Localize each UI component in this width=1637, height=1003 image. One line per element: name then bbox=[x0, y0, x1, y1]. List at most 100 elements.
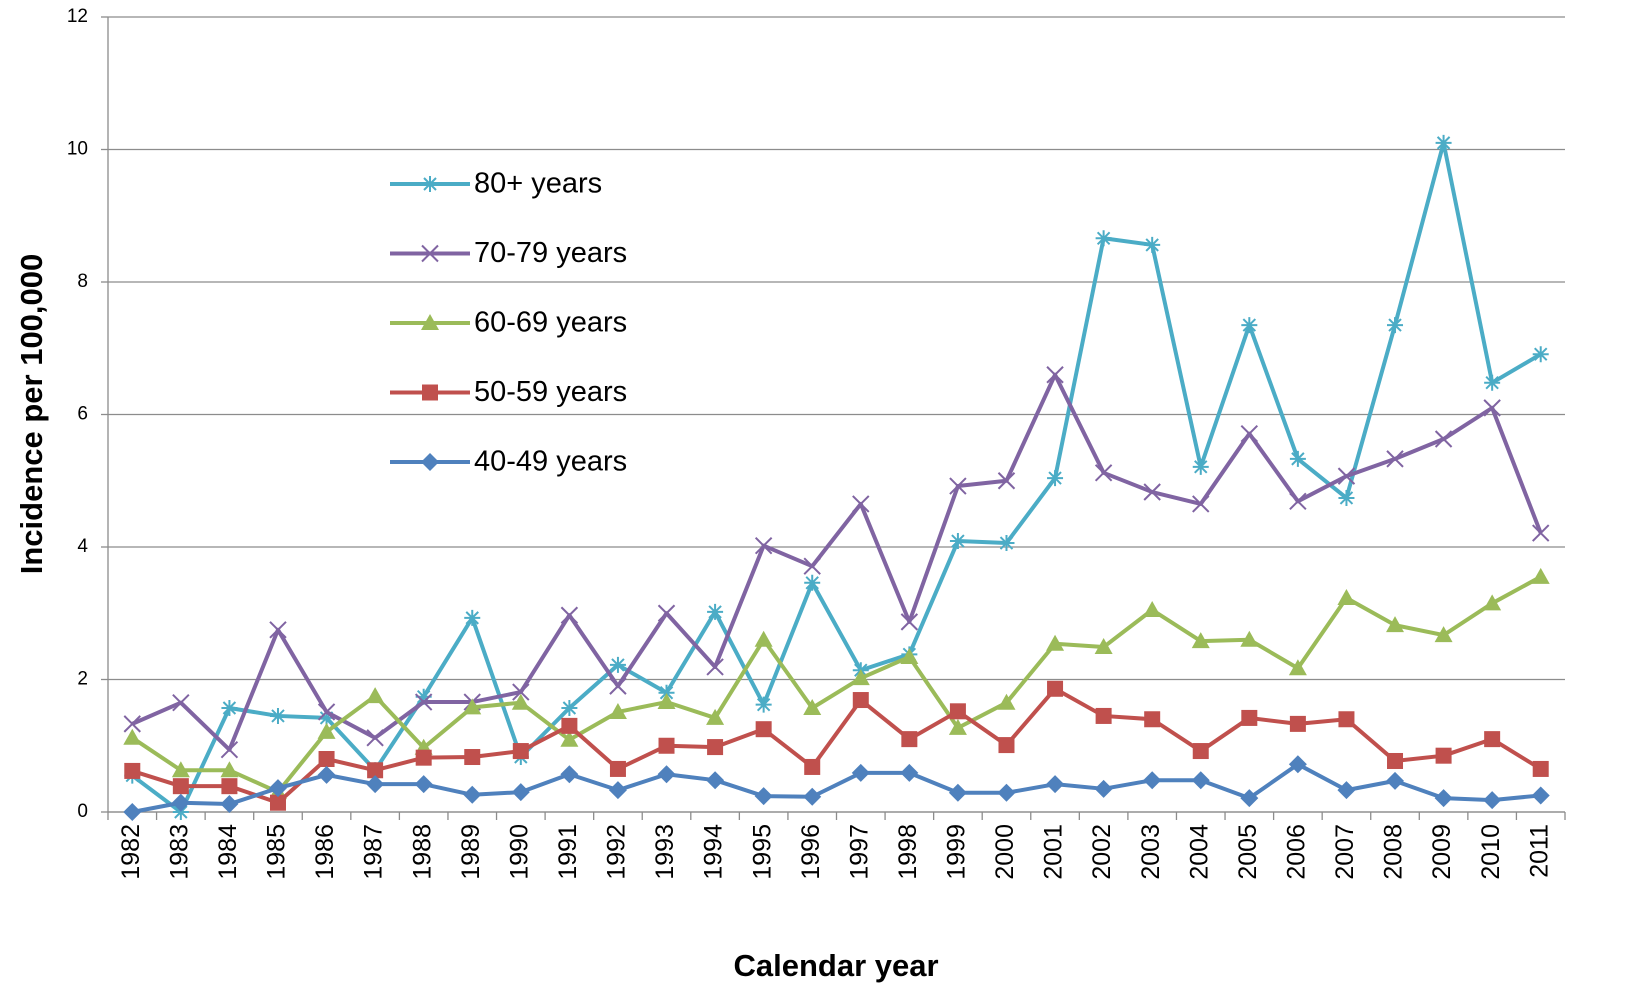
marker bbox=[608, 781, 627, 800]
marker bbox=[464, 609, 481, 626]
marker bbox=[268, 779, 287, 798]
marker bbox=[414, 775, 433, 794]
marker bbox=[123, 803, 142, 821]
series-line bbox=[131, 575, 1542, 795]
marker bbox=[269, 707, 286, 724]
marker bbox=[1435, 747, 1452, 764]
x-tick-label: 1989 bbox=[457, 824, 485, 880]
x-tick-label: 2004 bbox=[1185, 824, 1213, 880]
marker bbox=[318, 751, 335, 767]
x-tick-label: 2007 bbox=[1331, 824, 1359, 880]
marker bbox=[1484, 374, 1501, 391]
marker bbox=[1531, 567, 1550, 584]
marker bbox=[414, 693, 433, 711]
x-tick-label: 1997 bbox=[845, 824, 873, 880]
marker bbox=[657, 765, 676, 784]
marker bbox=[366, 687, 385, 704]
marker bbox=[1337, 781, 1356, 800]
marker bbox=[803, 557, 821, 575]
x-tick-label: 2003 bbox=[1137, 824, 1165, 880]
marker bbox=[1338, 489, 1355, 506]
series-line bbox=[131, 686, 1542, 805]
marker bbox=[1144, 711, 1161, 728]
marker bbox=[366, 729, 384, 747]
marker bbox=[1191, 632, 1210, 649]
marker bbox=[609, 760, 626, 777]
marker bbox=[415, 749, 432, 766]
marker bbox=[317, 703, 336, 721]
marker bbox=[463, 785, 482, 804]
marker bbox=[1192, 495, 1210, 513]
y-tick-label: 12 bbox=[67, 6, 88, 27]
marker bbox=[707, 603, 724, 620]
marker bbox=[754, 536, 773, 555]
marker bbox=[317, 765, 336, 784]
x-tick-label: 2006 bbox=[1282, 824, 1310, 880]
legend-label: 80+ years bbox=[474, 168, 602, 200]
y-tick-label: 10 bbox=[67, 139, 88, 160]
marker bbox=[220, 741, 239, 759]
y-tick-label: 4 bbox=[77, 536, 88, 557]
marker bbox=[658, 737, 675, 754]
marker bbox=[561, 717, 578, 734]
marker bbox=[1386, 616, 1405, 633]
marker bbox=[1434, 789, 1453, 808]
x-tick-label: 1983 bbox=[165, 824, 193, 880]
marker bbox=[1144, 236, 1161, 253]
marker bbox=[998, 535, 1015, 552]
legend-marker bbox=[421, 453, 439, 471]
x-tick-label: 1987 bbox=[360, 824, 388, 880]
marker bbox=[949, 533, 966, 550]
marker bbox=[900, 613, 919, 631]
x-tick-label: 1990 bbox=[505, 824, 533, 880]
marker bbox=[657, 604, 676, 622]
marker bbox=[608, 702, 627, 719]
marker bbox=[949, 703, 966, 720]
marker bbox=[1240, 425, 1259, 443]
x-tick-label: 2001 bbox=[1040, 824, 1068, 880]
marker bbox=[1240, 789, 1259, 808]
x-tick-label: 1991 bbox=[554, 824, 582, 880]
legend-label: 60-69 years bbox=[474, 307, 627, 339]
y-tick-label: 8 bbox=[77, 271, 88, 292]
marker bbox=[1532, 524, 1550, 542]
marker bbox=[1095, 707, 1112, 724]
marker bbox=[1046, 366, 1064, 384]
marker bbox=[1192, 458, 1209, 475]
marker bbox=[1434, 430, 1453, 448]
series-line bbox=[131, 762, 1541, 814]
marker bbox=[1094, 779, 1113, 798]
marker bbox=[512, 683, 530, 701]
marker bbox=[997, 783, 1016, 802]
legend-marker bbox=[421, 244, 439, 263]
x-tick-label: 2010 bbox=[1477, 824, 1505, 880]
x-tick-label: 1982 bbox=[117, 824, 145, 880]
marker bbox=[1094, 464, 1113, 482]
marker bbox=[1143, 600, 1162, 617]
y-tick-label: 0 bbox=[77, 801, 88, 822]
marker bbox=[1094, 638, 1113, 655]
marker bbox=[1483, 594, 1502, 611]
marker bbox=[464, 749, 481, 766]
marker bbox=[948, 718, 967, 735]
marker bbox=[220, 795, 239, 814]
marker bbox=[755, 721, 772, 738]
marker bbox=[609, 677, 627, 695]
marker bbox=[1240, 630, 1259, 647]
marker bbox=[1047, 470, 1064, 487]
x-tick-label: 2009 bbox=[1428, 824, 1456, 880]
marker bbox=[415, 688, 432, 705]
legend-marker bbox=[421, 314, 439, 330]
x-tick-label: 1985 bbox=[263, 824, 291, 880]
marker bbox=[1483, 791, 1502, 810]
marker bbox=[318, 709, 335, 726]
marker bbox=[1532, 346, 1549, 363]
marker bbox=[511, 783, 530, 802]
marker bbox=[851, 669, 870, 686]
marker bbox=[1337, 589, 1356, 606]
marker bbox=[1288, 659, 1307, 676]
marker bbox=[172, 693, 190, 712]
marker bbox=[900, 763, 919, 782]
x-tick-label: 1992 bbox=[603, 824, 631, 880]
